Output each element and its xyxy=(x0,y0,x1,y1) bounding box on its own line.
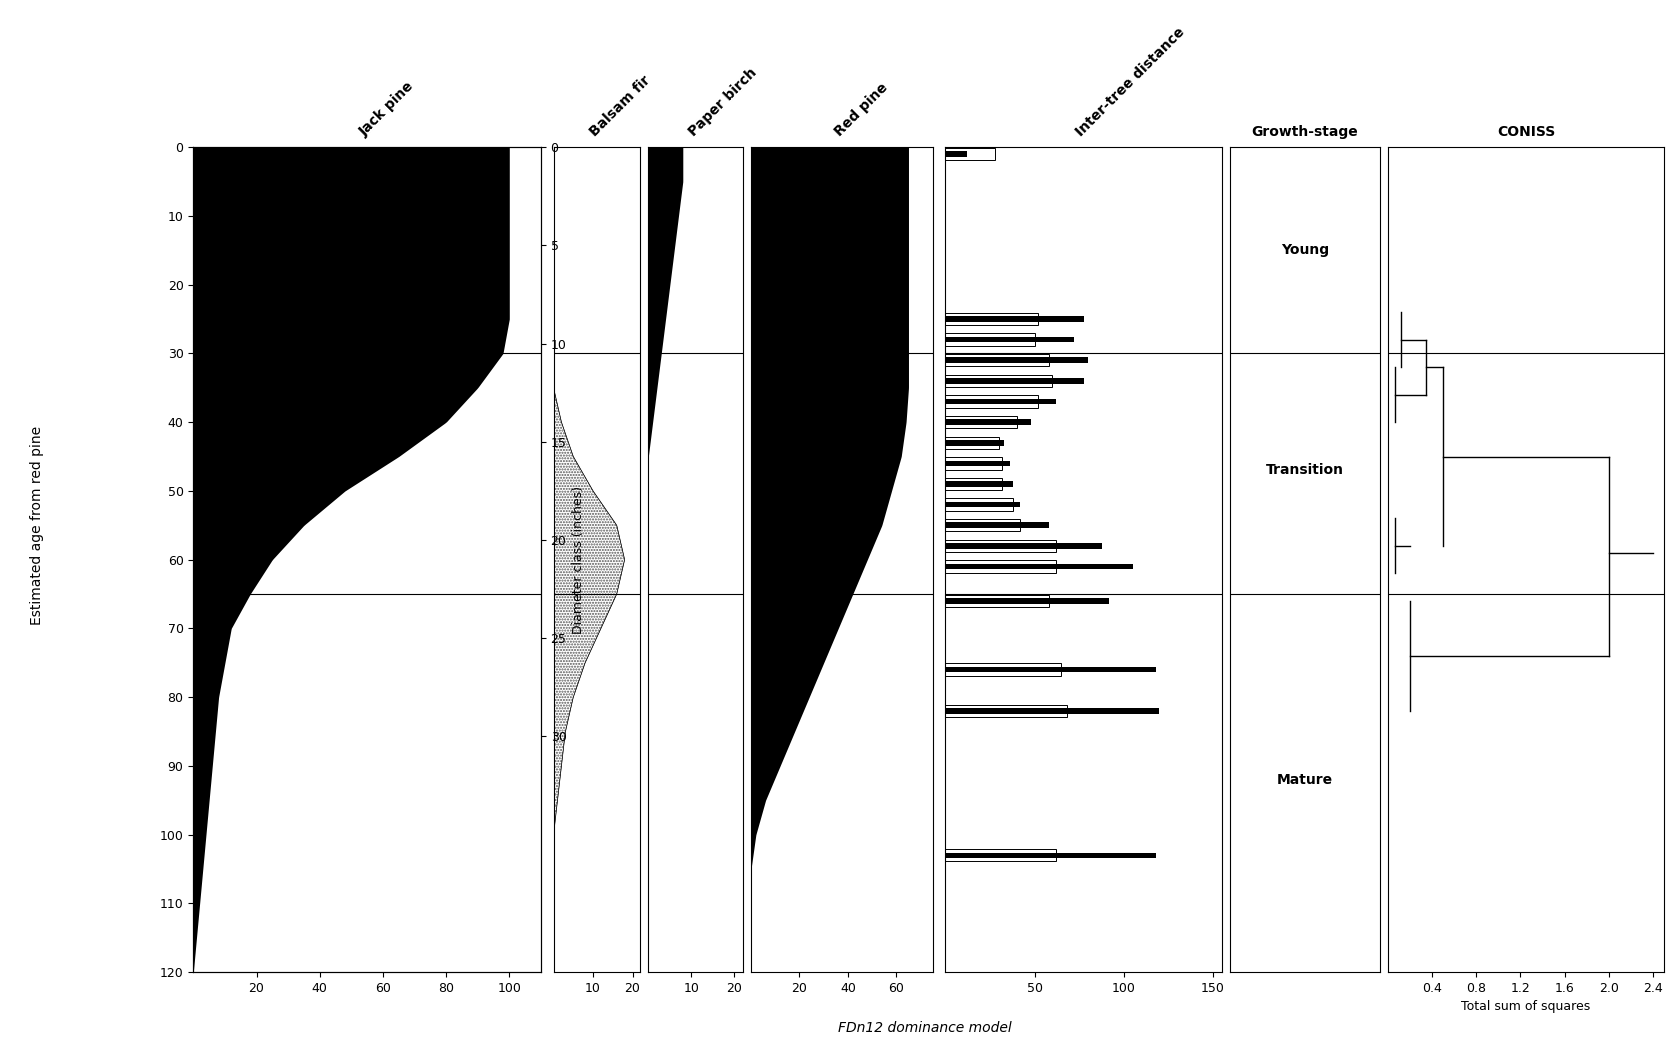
Bar xyxy=(944,667,1156,673)
Bar xyxy=(944,395,1038,408)
Bar xyxy=(944,478,1001,490)
Bar xyxy=(944,460,1010,467)
Text: CONISS: CONISS xyxy=(1495,125,1554,139)
Text: Paper birch: Paper birch xyxy=(685,65,759,139)
Bar xyxy=(944,595,1048,607)
Text: FDn12 dominance model: FDn12 dominance model xyxy=(837,1022,1011,1035)
Text: Estimated age from red pine: Estimated age from red pine xyxy=(30,426,44,625)
Text: Red pine: Red pine xyxy=(832,80,890,139)
Bar xyxy=(944,457,1001,470)
X-axis label: Total sum of squares: Total sum of squares xyxy=(1460,1001,1589,1013)
Bar xyxy=(944,378,1084,384)
Bar xyxy=(944,316,1084,322)
Bar xyxy=(944,708,1159,714)
Bar xyxy=(944,313,1038,325)
Bar xyxy=(944,151,966,157)
Bar xyxy=(944,540,1055,552)
Bar xyxy=(944,502,1020,508)
Bar xyxy=(944,481,1013,487)
Text: Transition: Transition xyxy=(1265,463,1342,477)
Text: Jack pine: Jack pine xyxy=(356,79,417,139)
Bar xyxy=(944,522,1048,528)
Bar xyxy=(944,598,1109,603)
Bar xyxy=(944,333,1033,346)
Text: Growth-stage: Growth-stage xyxy=(1250,125,1357,139)
Text: Young: Young xyxy=(1280,243,1327,257)
Bar xyxy=(944,498,1013,511)
Bar xyxy=(944,543,1102,549)
Bar xyxy=(944,663,1060,676)
Bar xyxy=(944,337,1074,343)
Bar xyxy=(944,563,1132,570)
Bar xyxy=(944,354,1048,367)
Bar xyxy=(944,357,1087,363)
Bar xyxy=(944,440,1003,446)
Y-axis label: Diameter class (inches): Diameter class (inches) xyxy=(571,486,585,634)
Bar xyxy=(944,560,1055,573)
Bar xyxy=(944,148,995,160)
Bar xyxy=(944,852,1156,858)
Text: Balsam fir: Balsam fir xyxy=(586,73,652,139)
Bar xyxy=(944,519,1020,532)
Bar xyxy=(944,398,1055,405)
Text: Inter-tree distance: Inter-tree distance xyxy=(1074,24,1188,139)
Bar xyxy=(944,436,998,449)
Bar xyxy=(944,705,1067,717)
Bar xyxy=(944,849,1055,862)
Bar xyxy=(944,375,1052,387)
Text: Mature: Mature xyxy=(1275,772,1332,786)
Bar xyxy=(944,416,1016,429)
Bar xyxy=(944,419,1030,425)
